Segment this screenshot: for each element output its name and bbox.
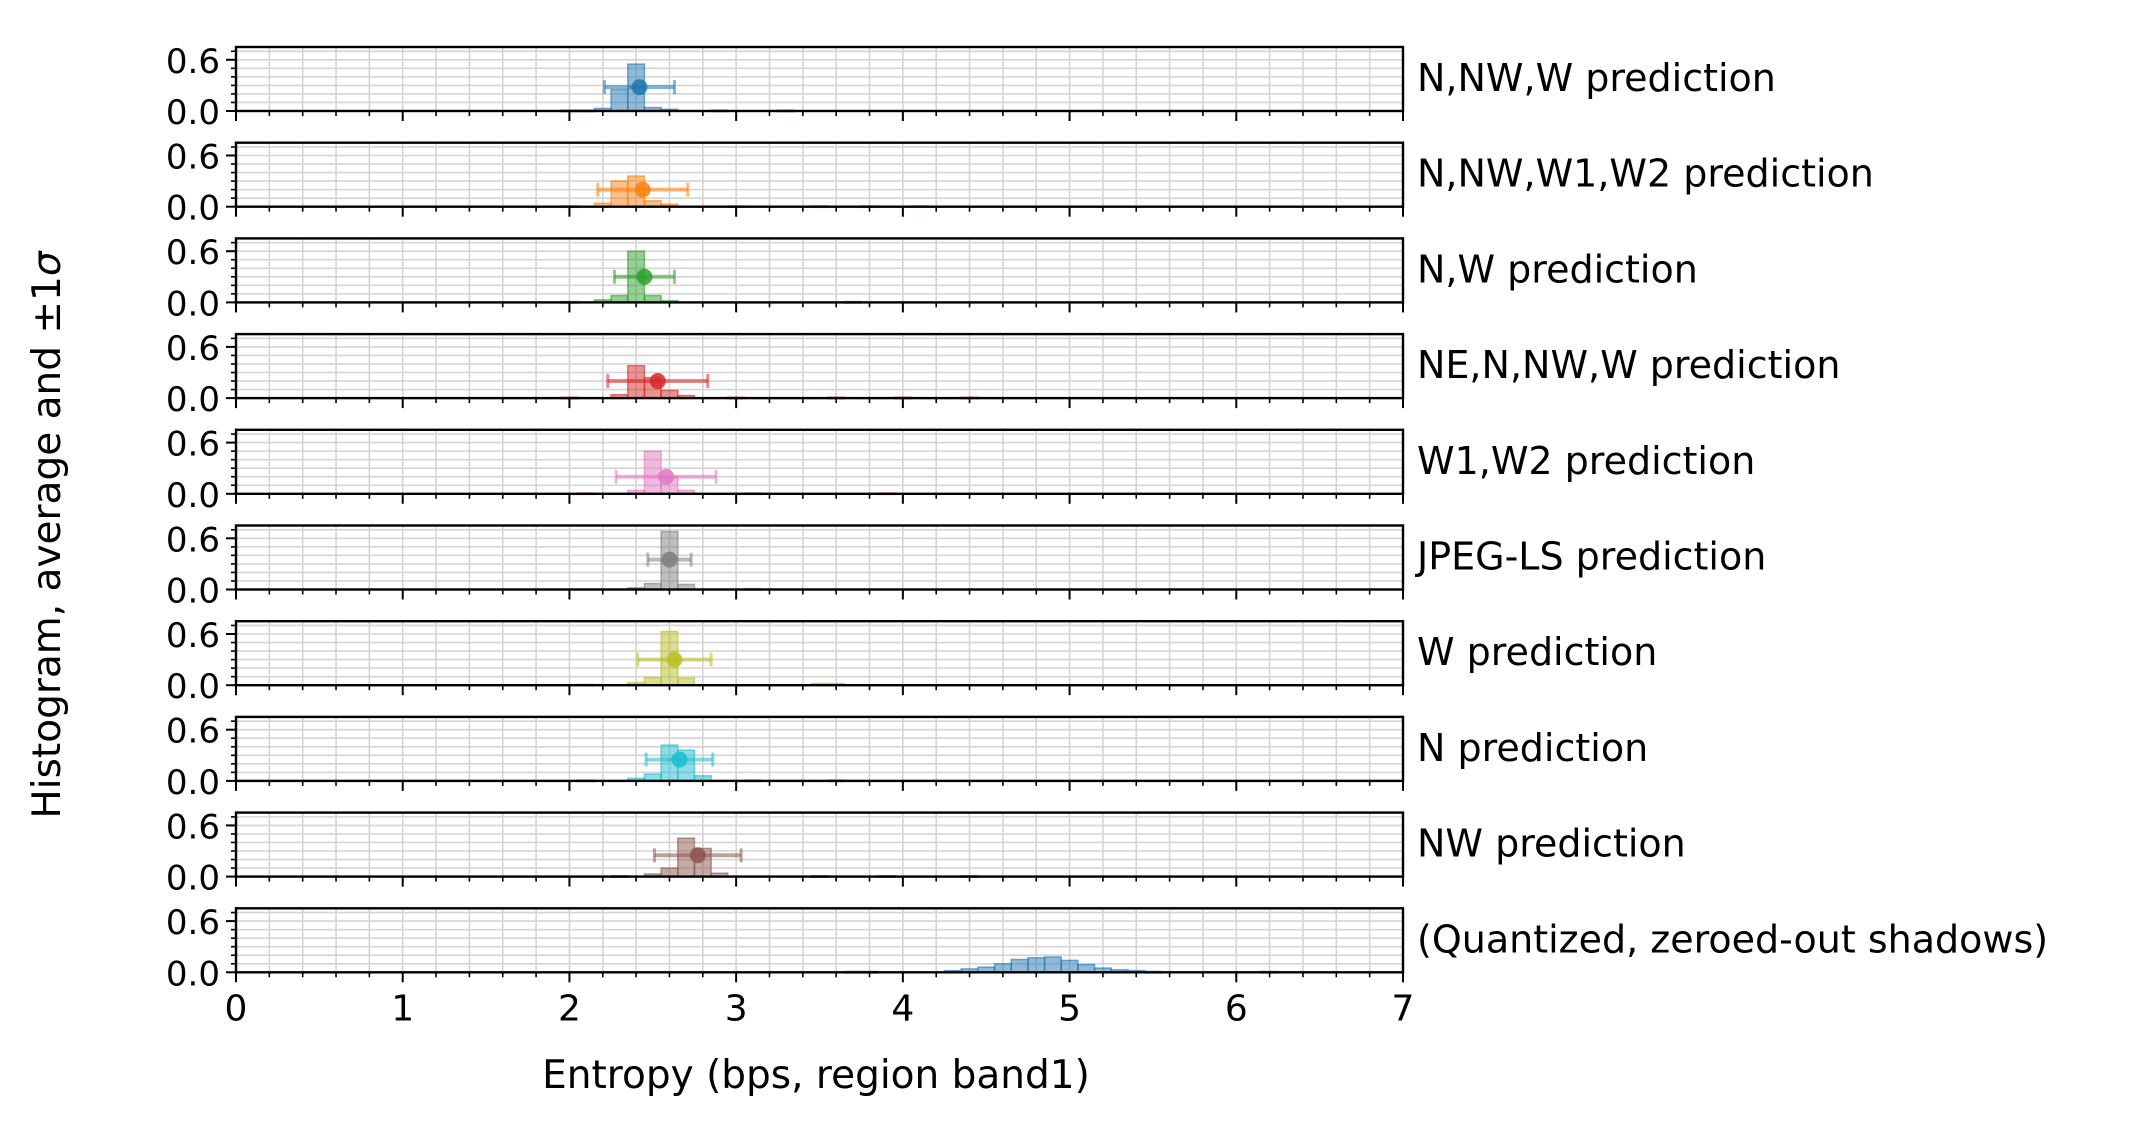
y-tick-label: 0.6 bbox=[166, 233, 220, 273]
panel-background bbox=[236, 334, 1403, 399]
histogram-bar bbox=[1010, 958, 1029, 974]
y-tick-label: 0.0 bbox=[166, 954, 220, 994]
x-tick-label: 3 bbox=[725, 988, 748, 1029]
y-tick-label: 0.0 bbox=[166, 93, 220, 133]
x-tick-label: 6 bbox=[1225, 988, 1248, 1029]
panel-background bbox=[236, 716, 1403, 781]
histogram-bar bbox=[1027, 957, 1046, 974]
y-tick-label: 0.6 bbox=[166, 903, 220, 943]
panel-frame bbox=[234, 141, 1405, 208]
mean-marker bbox=[634, 181, 651, 198]
panel-frame bbox=[234, 620, 1405, 687]
panel-label: N,W prediction bbox=[1417, 247, 1698, 291]
mean-marker bbox=[631, 79, 648, 96]
panel-label: JPEG-LS prediction bbox=[1415, 535, 1766, 579]
histogram-bar bbox=[993, 963, 1012, 974]
panel: 0.0 0.6 N,NW,W prediction bbox=[166, 42, 1776, 133]
panel-background bbox=[236, 621, 1403, 686]
panel-label: N prediction bbox=[1417, 726, 1648, 770]
panel-background bbox=[236, 812, 1403, 877]
mean-marker bbox=[636, 268, 653, 285]
x-tick-label: 0 bbox=[225, 988, 248, 1029]
histogram-bar bbox=[1060, 959, 1079, 974]
panel: 0.0 0.6 N prediction bbox=[166, 712, 1648, 803]
panel-label: (Quantized, zeroed-out shadows) bbox=[1417, 917, 2048, 961]
y-tick-label: 0.6 bbox=[166, 807, 220, 847]
panel-frame bbox=[234, 524, 1405, 591]
panel-background bbox=[236, 238, 1403, 303]
panel-frame bbox=[234, 45, 1405, 113]
panel: 0.0 0.6 W prediction bbox=[166, 616, 1657, 707]
panel-frame bbox=[234, 907, 1405, 974]
panel: 0.0 0.6 W1,W2 prediction bbox=[166, 425, 1755, 516]
panel-label: NW prediction bbox=[1417, 822, 1686, 866]
y-tick-label: 0.6 bbox=[166, 42, 220, 82]
histogram-bar bbox=[610, 180, 629, 208]
y-axis-label-text: Histogram, average and ±1 bbox=[25, 276, 70, 818]
panel-label: NE,N,NW,W prediction bbox=[1417, 343, 1840, 387]
y-tick-label: 0.0 bbox=[166, 763, 220, 803]
y-tick-label: 0.6 bbox=[166, 712, 220, 752]
x-tick-label: 5 bbox=[1058, 988, 1081, 1029]
x-axis: 0 1 2 3 4 5 6 7 bbox=[225, 988, 1415, 1029]
panel-frame bbox=[234, 237, 1405, 304]
y-tick-label: 0.0 bbox=[166, 859, 220, 899]
mean-marker bbox=[661, 551, 678, 568]
panel-background bbox=[236, 47, 1403, 111]
y-axis-label: Histogram, average and ±1σ bbox=[25, 250, 70, 818]
x-axis-label: Entropy (bps, region band1) bbox=[542, 1053, 1090, 1098]
y-tick-label: 0.6 bbox=[166, 329, 220, 369]
y-tick-label: 0.0 bbox=[166, 380, 220, 420]
histogram-bar bbox=[1043, 956, 1062, 974]
panel: 0.0 0.6 N,W prediction bbox=[166, 233, 1698, 324]
histogram-bar bbox=[660, 867, 679, 878]
x-tick-label: 4 bbox=[891, 988, 914, 1029]
panel-frame bbox=[234, 811, 1405, 878]
y-tick-label: 0.0 bbox=[166, 476, 220, 516]
panel-label: N,NW,W prediction bbox=[1417, 56, 1776, 100]
y-tick-label: 0.0 bbox=[166, 284, 220, 324]
panel: 0.0 0.6 (Quantized, zeroed-out shadows) bbox=[166, 903, 2048, 994]
x-tick-label: 2 bbox=[558, 988, 581, 1029]
mean-marker bbox=[671, 751, 688, 768]
panel-frame bbox=[234, 332, 1405, 400]
panel: 0.0 0.6 N,NW,W1,W2 prediction bbox=[166, 138, 1874, 229]
histogram-bar bbox=[610, 88, 629, 112]
mean-marker bbox=[666, 651, 683, 668]
y-tick-label: 0.6 bbox=[166, 520, 220, 560]
x-tick-label: 7 bbox=[1392, 988, 1415, 1029]
mean-marker bbox=[689, 847, 706, 864]
y-tick-label: 0.0 bbox=[166, 667, 220, 707]
panel-background bbox=[236, 429, 1403, 494]
panel-label: W prediction bbox=[1417, 630, 1657, 674]
mean-marker bbox=[649, 373, 666, 390]
panel-frame bbox=[234, 428, 1405, 495]
mean-marker bbox=[658, 468, 675, 485]
panel-background bbox=[236, 908, 1403, 973]
y-tick-label: 0.0 bbox=[166, 572, 220, 612]
panel-background bbox=[236, 142, 1403, 207]
panel-frame bbox=[234, 715, 1405, 783]
panel: 0.0 0.6 NE,N,NW,W prediction bbox=[166, 329, 1840, 420]
histogram-bar bbox=[643, 450, 662, 495]
panel-label: W1,W2 prediction bbox=[1417, 439, 1755, 483]
panel: 0.0 0.6 JPEG-LS prediction bbox=[166, 520, 1766, 611]
panel: 0.0 0.6 NW prediction bbox=[166, 807, 1686, 898]
y-axis-label-sigma: σ bbox=[25, 250, 70, 276]
y-tick-label: 0.6 bbox=[166, 425, 220, 465]
y-tick-label: 0.6 bbox=[166, 616, 220, 656]
x-tick-label: 1 bbox=[391, 988, 414, 1029]
y-tick-label: 0.6 bbox=[166, 138, 220, 178]
panel-label: N,NW,W1,W2 prediction bbox=[1417, 152, 1874, 196]
y-tick-label: 0.0 bbox=[166, 189, 220, 229]
panel-background bbox=[236, 525, 1403, 590]
